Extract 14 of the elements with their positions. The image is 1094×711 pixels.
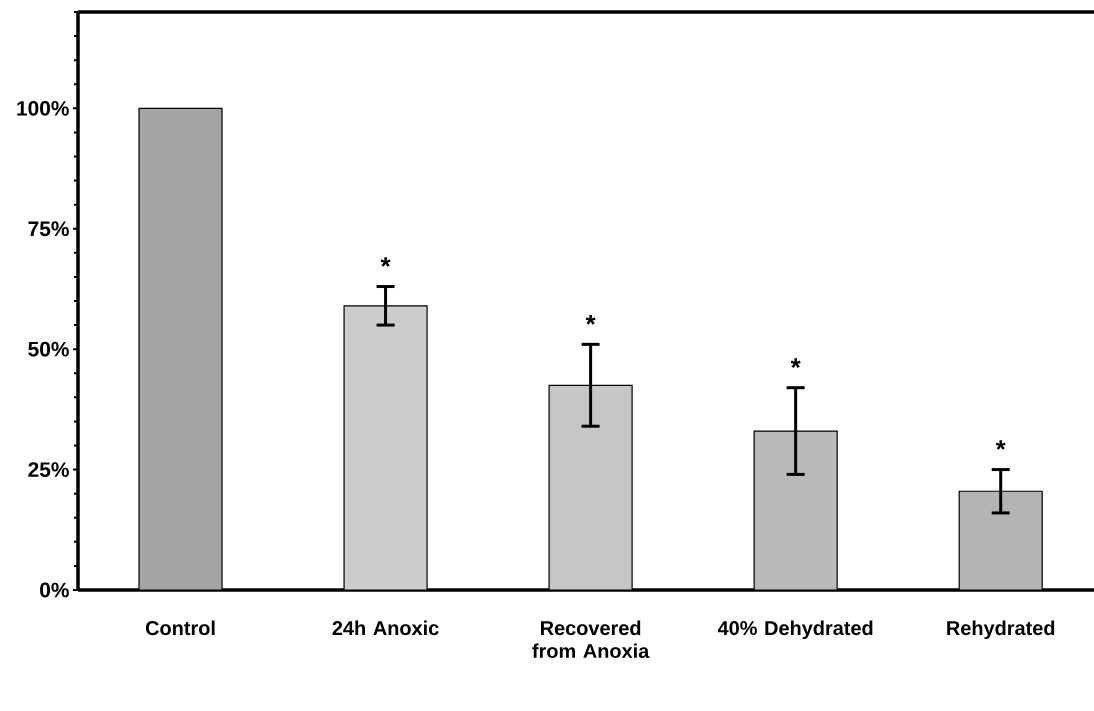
- annotation: *: [380, 257, 391, 267]
- x-tick-label: 24h Anoxic: [332, 620, 439, 636]
- y-tick-label: 0%: [40, 582, 69, 598]
- annotation: *: [585, 315, 596, 325]
- y-tick-label: 25%: [28, 462, 69, 477]
- x-tick-label: 40% Dehydrated: [717, 620, 873, 640]
- annotation: *: [790, 358, 801, 368]
- x-tick-label: Recovered from Anoxia: [532, 620, 650, 659]
- y-tick-label: 100%: [17, 100, 69, 116]
- annotation: *: [995, 440, 1006, 450]
- y-tick-label: 50%: [28, 341, 69, 357]
- x-tick-label: Control: [145, 620, 215, 636]
- y-tick-label: 75%: [28, 221, 69, 237]
- x-tick-label: Rehydrated: [947, 620, 1055, 640]
